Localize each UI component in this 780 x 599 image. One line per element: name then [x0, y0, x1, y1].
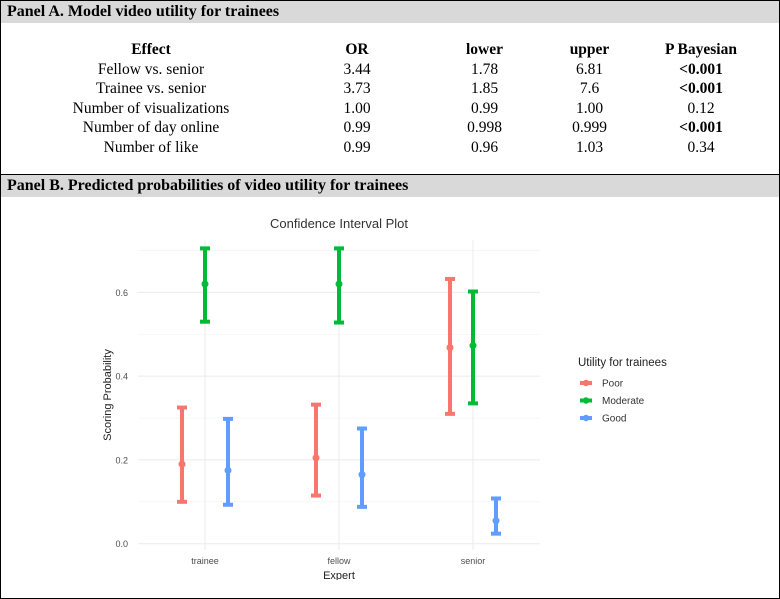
cell-upper: 0.999	[572, 119, 607, 136]
table-header-row: Effect OR lower upper P Bayesian	[20, 40, 760, 60]
cell-p-bayesian: <0.001	[679, 119, 723, 136]
x-tick-label: fellow	[327, 556, 351, 566]
x-tick-label: trainee	[191, 556, 219, 566]
legend-item-good: Good	[602, 414, 626, 425]
panel-a-title: Panel A. Model video utility for trainee…	[1, 1, 779, 23]
cell-upper: 6.81	[575, 60, 604, 78]
header-p-bayesian: P Bayesian	[665, 41, 737, 58]
table-row: Fellow vs. senior 3.44 1.78 6.81 <0.001	[20, 60, 760, 80]
header-effect: Effect	[131, 41, 171, 58]
cell-p-bayesian: <0.001	[679, 80, 723, 97]
cell-lower: 1.85	[470, 80, 499, 97]
cell-effect: Number of day online	[82, 119, 220, 136]
cell-or: 3.44	[343, 60, 371, 78]
cell-upper: 1.03	[575, 138, 604, 156]
legend-key-point	[582, 414, 590, 422]
y-tick-label: 0.0	[115, 539, 128, 549]
point-poor	[446, 344, 454, 352]
cell-upper: 7.6	[579, 80, 600, 97]
cell-p-bayesian: 0.34	[687, 138, 715, 156]
header-or: OR	[345, 41, 369, 58]
cell-effect: Number of like	[103, 138, 199, 156]
cell-or: 3.73	[343, 80, 371, 97]
legend-key-point	[582, 397, 590, 404]
table-row: Number of visualizations 1.00 0.99 1.00 0.12	[20, 99, 760, 119]
cell-or: 0.99	[343, 138, 371, 156]
cell-p-bayesian: <0.001	[679, 60, 723, 78]
table-row: Number of day online 0.99 0.998 0.999 <0.001	[20, 118, 760, 138]
cell-effect: Number of visualizations	[72, 99, 230, 117]
table-row: Trainee vs. senior 3.73 1.85 7.6 <0.001	[20, 79, 760, 99]
confidence-interval-plot: Confidence Interval Plot 0.0 0.2 0.4 0.6 trai…	[102, 216, 667, 580]
point-good	[224, 466, 232, 474]
table-row: Number of like 0.99 0.96 1.03 0.34	[20, 138, 760, 158]
point-poor	[178, 460, 186, 468]
point-moderate	[335, 280, 343, 288]
chart-title: Confidence Interval Plot	[270, 216, 408, 231]
point-poor	[312, 454, 320, 462]
x-tick-label: senior	[461, 556, 486, 566]
cell-effect: Fellow vs. senior	[97, 60, 205, 78]
cell-effect: Trainee vs. senior	[95, 80, 207, 97]
legend-item-moderate: Moderate	[602, 396, 645, 407]
panel-divider	[1, 174, 779, 175]
y-tick-label: 0.6	[115, 288, 128, 298]
header-lower: lower	[465, 41, 503, 58]
point-moderate	[469, 342, 477, 350]
header-upper: upper	[569, 41, 610, 58]
results-table: Effect OR lower upper P Bayesian Fellow …	[20, 40, 760, 157]
point-good	[358, 471, 366, 479]
cell-upper: 1.00	[575, 99, 604, 117]
cell-or: 1.00	[343, 99, 371, 117]
y-axis-label: Scoring Probability	[102, 349, 114, 441]
point-moderate	[201, 280, 209, 288]
cell-lower: 0.99	[470, 99, 499, 117]
x-axis-label: Expert	[323, 570, 355, 580]
legend-key-point	[582, 379, 590, 387]
legend-item-poor: Poor	[602, 379, 624, 390]
y-tick-label: 0.2	[115, 455, 128, 465]
cell-lower: 0.96	[470, 138, 499, 156]
cell-p-bayesian: 0.12	[687, 99, 715, 117]
point-good	[492, 517, 500, 525]
legend-title: Utility for trainees	[578, 357, 667, 369]
panel-b-title: Panel B. Predicted probabilities of vide…	[1, 175, 779, 197]
cell-or: 0.99	[343, 119, 371, 136]
y-tick-label: 0.4	[115, 372, 128, 382]
cell-lower: 0.998	[467, 119, 502, 136]
cell-lower: 1.78	[470, 60, 499, 78]
